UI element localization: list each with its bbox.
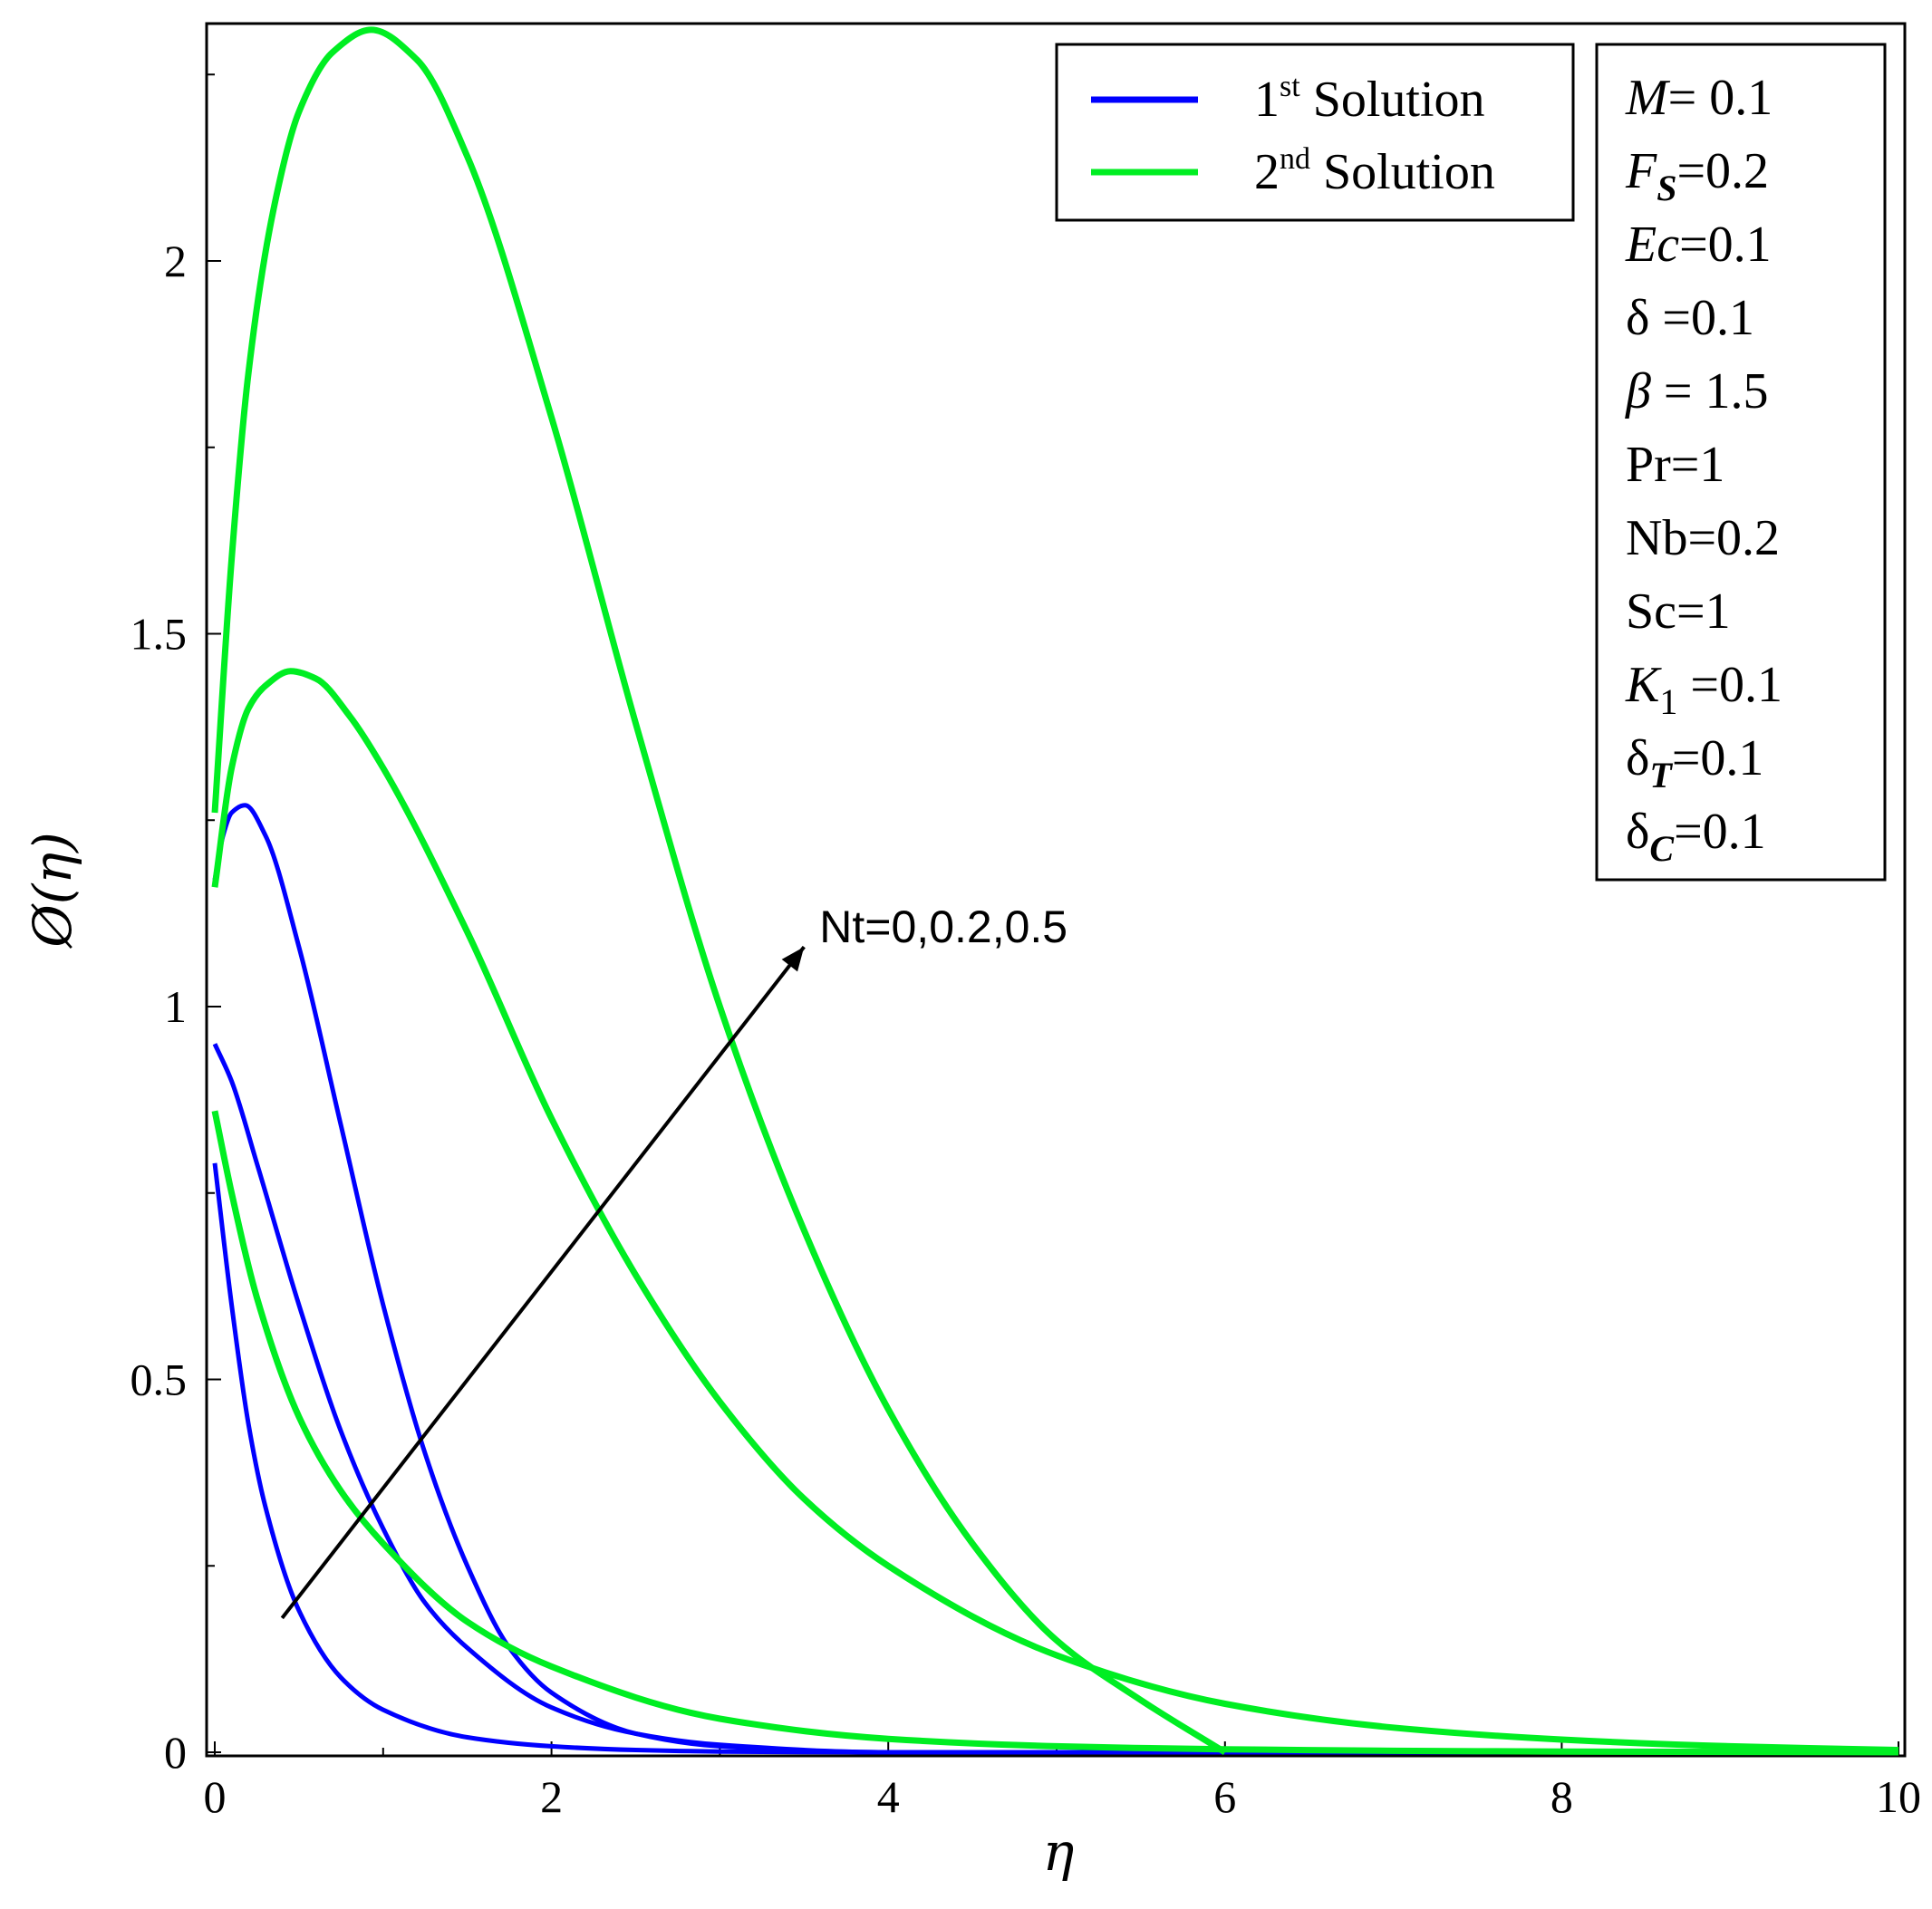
legend-label: 2nd Solution: [1254, 142, 1495, 200]
y-axis-ticks: 0 0.5 1 1.5 2: [130, 73, 221, 1778]
parameter-line: Pr=1: [1626, 437, 1724, 493]
x-tick-label: 0: [204, 1771, 227, 1822]
parameter-line: δT=0.1: [1626, 730, 1763, 795]
parameter-line: δ =0.1: [1626, 290, 1754, 346]
x-axis-title: η: [1043, 1821, 1075, 1883]
y-tick-label: 1.5: [130, 609, 188, 660]
annotation-label: Nt=0,0.2,0.5: [819, 901, 1067, 952]
parameter-line: FS=0.2: [1625, 143, 1769, 208]
parameter-box: M= 0.1 FS=0.2 Ec=0.1 δ =0.1 β = 1.5 Pr=1 Nb=0.…: [1595, 43, 1887, 882]
annotation: Nt=0,0.2,0.5: [280, 901, 1067, 1620]
x-tick-label: 2: [540, 1771, 563, 1822]
annotation-arrow-head: [781, 947, 805, 972]
series-line-6: [211, 26, 1227, 1755]
legend: 1st Solution 2nd Solution: [1055, 43, 1575, 222]
parameter-line: Sc=1: [1626, 583, 1731, 640]
parameter-line: K1 =0.1: [1625, 657, 1782, 722]
series-line-4: [211, 1110, 1899, 1756]
x-tick-label: 6: [1213, 1771, 1236, 1822]
x-tick-label: 4: [877, 1771, 900, 1822]
series-layer: [211, 26, 1899, 1756]
legend-box: [1055, 43, 1575, 222]
parameter-box-frame: [1595, 43, 1887, 882]
y-tick-label: 1: [164, 981, 187, 1032]
parameter-line: β = 1.5: [1625, 363, 1768, 419]
y-tick-label: 0: [164, 1727, 187, 1778]
annotation-arrow-shaft: [280, 945, 806, 1620]
series-line-1: [212, 1162, 1898, 1755]
series-line-3: [212, 803, 1898, 1755]
series-line-2: [212, 1043, 1898, 1755]
x-tick-label: 10: [1876, 1771, 1921, 1822]
parameter-line: M= 0.1: [1625, 70, 1773, 126]
y-tick-label: 0.5: [130, 1355, 188, 1405]
x-tick-label: 8: [1550, 1771, 1573, 1822]
y-axis-title: Ø(η): [22, 832, 83, 950]
y-tick-label: 2: [164, 236, 187, 286]
x-axis-ticks: 0 2 4 6 8 10: [204, 1741, 1921, 1822]
parameter-line: Ec=0.1: [1625, 217, 1772, 273]
legend-label: 1st Solution: [1254, 70, 1485, 128]
series-line-5: [211, 668, 1899, 1753]
parameter-line: Nb=0.2: [1626, 510, 1780, 566]
parameter-line: δC=0.1: [1626, 804, 1766, 869]
